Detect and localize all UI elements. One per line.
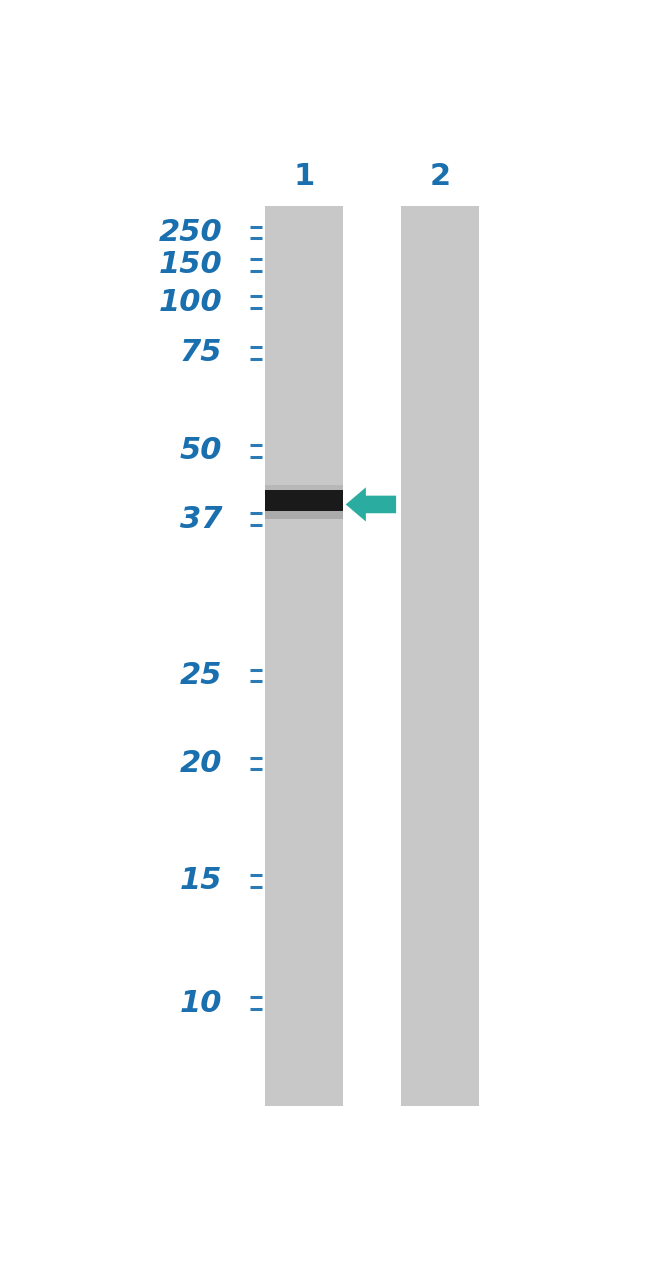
Bar	[265, 206, 343, 1106]
Bar	[265, 485, 343, 490]
Text: 75: 75	[180, 338, 222, 367]
Text: 100: 100	[159, 287, 222, 316]
Text: 2: 2	[430, 163, 451, 192]
FancyArrow shape	[346, 488, 396, 522]
Bar	[265, 512, 343, 519]
Text: 50: 50	[180, 436, 222, 465]
Bar	[401, 206, 479, 1106]
Text: 10: 10	[180, 988, 222, 1017]
Text: 15: 15	[180, 866, 222, 895]
Text: 150: 150	[159, 250, 222, 279]
Text: 1: 1	[294, 163, 315, 192]
Bar	[265, 490, 343, 512]
Text: 25: 25	[180, 662, 222, 690]
Text: 37: 37	[180, 504, 222, 533]
Text: 20: 20	[180, 749, 222, 779]
Text: 250: 250	[159, 218, 222, 248]
